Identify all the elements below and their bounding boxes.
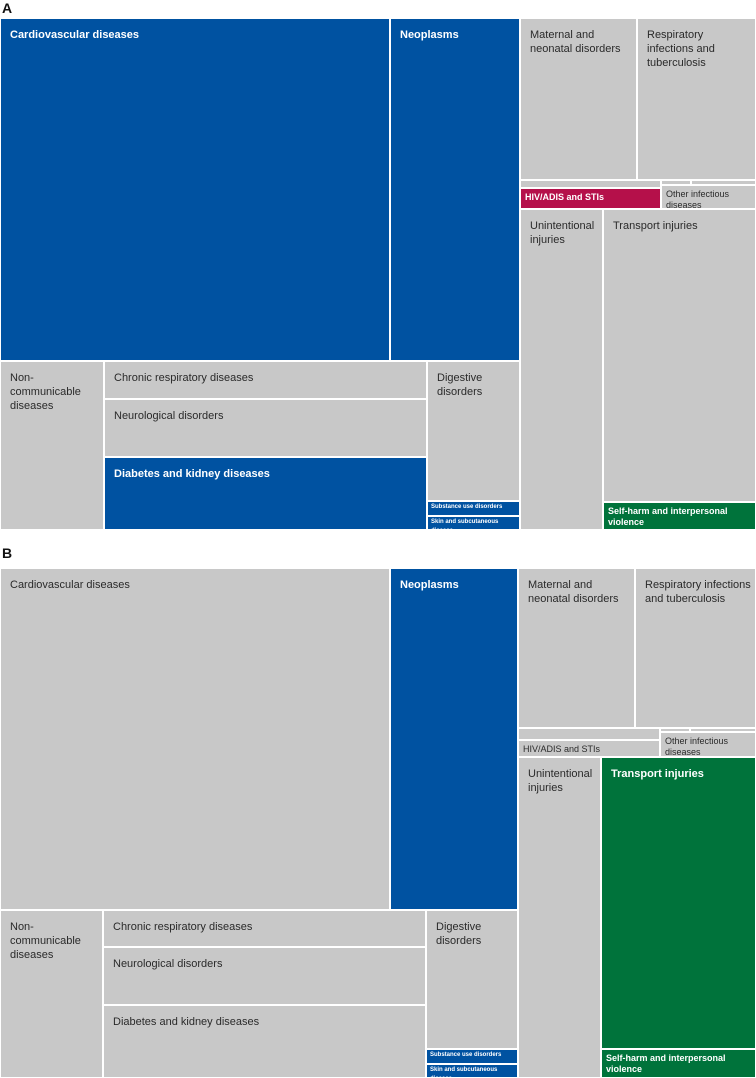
treemap-cell-label: Chronic respiratory diseases xyxy=(113,921,253,933)
treemap-cell-transport: Transport injuries xyxy=(601,757,756,1049)
treemap-cell-label: Transport injuries xyxy=(613,220,698,232)
treemap-cell-label: Cardiovascular diseases xyxy=(10,579,130,591)
treemap-cell-other-inf: Other infectious diseases xyxy=(660,732,756,757)
treemap-cell-label: Digestive disorders xyxy=(437,372,483,398)
treemap-cell-skin: Skin and subcutaneous disease xyxy=(427,516,520,530)
panel-b-label: B xyxy=(2,545,13,561)
treemap-cell-label: Respiratory infections and tuberculosis xyxy=(645,579,751,605)
treemap-cell-blank1 xyxy=(520,180,661,188)
treemap-cell-label: Unintentional injuries xyxy=(530,220,595,246)
treemap-cell-label: Other infectious diseases xyxy=(665,736,729,757)
treemap-cell-substance: Substance use disorders xyxy=(426,1049,518,1064)
treemap-cell-unintentional: Unintentional injuries xyxy=(518,757,601,1078)
treemap-cell-label: Diabetes and kidney diseases xyxy=(113,1016,260,1028)
treemap-cell-label: Neoplasms xyxy=(400,579,459,591)
treemap-cell-label: Substance use disorders xyxy=(431,504,503,510)
treemap-cell-label: Transport injuries xyxy=(611,768,704,780)
treemap-panel-a: Cardiovascular diseases Neoplasms Non-comm… xyxy=(0,18,756,530)
treemap-cell-label: Respiratory infections and tuberculosis xyxy=(647,29,715,69)
treemap-cell-neoplasms: Neoplasms xyxy=(390,568,518,910)
treemap-cell-label: Non-communicable diseases xyxy=(10,921,81,961)
treemap-cell-other-inf: Other infectious diseases xyxy=(661,185,756,209)
treemap-cell-transport: Transport injuries xyxy=(603,209,756,502)
treemap-cell-maternal: Maternal and neonatal disorders xyxy=(518,568,635,728)
treemap-cell-diabetes: Diabetes and kidney diseases xyxy=(103,1005,426,1078)
treemap-cell-label: HIV/ADIS and STIs xyxy=(523,744,601,754)
treemap-cell-chronic-resp: Chronic respiratory diseases xyxy=(103,910,426,947)
treemap-cell-label: Maternal and neonatal disorders xyxy=(530,29,621,55)
treemap-cell-label: Self-harm and interpersonal violence xyxy=(606,1053,726,1074)
treemap-cell-unintentional: Unintentional injuries xyxy=(520,209,603,530)
treemap-cell-diabetes: Diabetes and kidney diseases xyxy=(104,457,427,530)
treemap-cell-label: Maternal and neonatal disorders xyxy=(528,579,619,605)
treemap-cell-label: Neoplasms xyxy=(400,29,459,41)
treemap-cell-neuro: Neurological disorders xyxy=(103,947,426,1005)
treemap-cell-blank2 xyxy=(661,180,691,185)
panel-a-label: A xyxy=(2,0,13,16)
treemap-cell-hiv: HIV/ADIS and STIs xyxy=(520,188,661,209)
treemap-cell-label: Self-harm and interpersonal violence xyxy=(608,506,728,527)
treemap-cell-label: Unintentional injuries xyxy=(528,768,593,794)
treemap-cell-digestive: Digestive disorders xyxy=(427,361,520,501)
treemap-cell-label: Skin and subcutaneous disease xyxy=(430,1067,498,1077)
treemap-cell-maternal: Maternal and neonatal disorders xyxy=(520,18,637,180)
treemap-cell-chronic-resp: Chronic respiratory diseases xyxy=(104,361,427,399)
treemap-cell-hiv: HIV/ADIS and STIs xyxy=(518,740,660,757)
treemap-cell-label: Neurological disorders xyxy=(114,410,224,422)
treemap-cell-label: Other infectious diseases xyxy=(666,189,730,209)
treemap-cell-neuro: Neurological disorders xyxy=(104,399,427,457)
treemap-cell-selfharm: Self-harm and interpersonal violence xyxy=(603,502,756,530)
treemap-cell-label: Neurological disorders xyxy=(113,958,223,970)
treemap-cell-ncd: Non-communicable diseases xyxy=(0,361,104,530)
treemap-cell-substance: Substance use disorders xyxy=(427,501,520,516)
treemap-cell-label: Substance use disorders xyxy=(430,1052,502,1058)
treemap-cell-label: Cardiovascular diseases xyxy=(10,29,140,41)
treemap-cell-resp-inf: Respiratory infections and tuberculosis xyxy=(635,568,756,728)
treemap-cell-cardiovascular: Cardiovascular diseases xyxy=(0,18,390,361)
treemap-cell-label: Non-communicable diseases xyxy=(10,372,81,412)
treemap-panel-b: Cardiovascular diseases Neoplasms Non-comm… xyxy=(0,568,756,1078)
treemap-cell-label: Diabetes and kidney diseases xyxy=(114,468,270,480)
treemap-cell-label: Skin and subcutaneous disease xyxy=(431,519,499,529)
treemap-cell-label: Digestive disorders xyxy=(436,921,482,947)
treemap-cell-blank1 xyxy=(518,728,660,740)
treemap-cell-ncd: Non-communicable diseases xyxy=(0,910,103,1078)
treemap-cell-selfharm: Self-harm and interpersonal violence xyxy=(601,1049,756,1078)
treemap-cell-neoplasms: Neoplasms xyxy=(390,18,520,361)
treemap-cell-cardiovascular: Cardiovascular diseases xyxy=(0,568,390,910)
treemap-cell-blank2 xyxy=(660,728,690,732)
treemap-cell-resp-inf: Respiratory infections and tuberculosis xyxy=(637,18,756,180)
treemap-cell-digestive: Digestive disorders xyxy=(426,910,518,1049)
treemap-cell-skin: Skin and subcutaneous disease xyxy=(426,1064,518,1078)
treemap-cell-label: Chronic respiratory diseases xyxy=(114,372,254,384)
treemap-cell-label: HIV/ADIS and STIs xyxy=(525,192,605,202)
